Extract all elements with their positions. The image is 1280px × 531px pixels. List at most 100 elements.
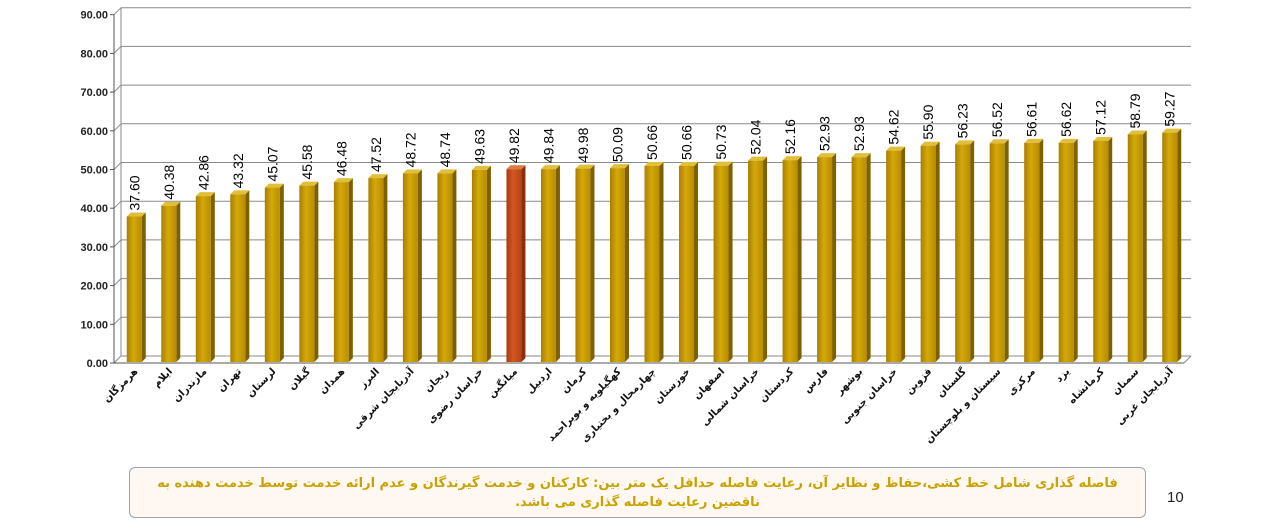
category-label: مازندران — [171, 366, 209, 404]
bar — [886, 146, 906, 362]
y-tick-label: 60.00 — [80, 126, 108, 138]
bar-side — [1073, 138, 1078, 362]
bar-top — [368, 174, 388, 179]
bar — [748, 156, 768, 362]
gridline-depth — [113, 200, 122, 209]
bar — [1024, 138, 1044, 362]
bar-side — [417, 169, 422, 362]
bar-top — [989, 139, 1009, 144]
bar-side — [694, 161, 699, 362]
bar-top — [195, 192, 215, 197]
bar-top — [1093, 136, 1113, 141]
bar — [1162, 128, 1182, 362]
bar-front — [989, 143, 1005, 362]
value-label: 56.52 — [989, 102, 1005, 137]
bar — [782, 156, 802, 362]
value-label: 56.23 — [955, 103, 971, 138]
bar-side — [659, 161, 664, 362]
bar-front — [368, 178, 384, 362]
y-tick-label: 10.00 — [80, 319, 108, 331]
bar — [920, 141, 940, 362]
value-label: 48.74 — [437, 132, 453, 167]
bar-top — [1058, 138, 1078, 143]
bar-side — [1108, 136, 1113, 362]
gridline-depth — [113, 7, 122, 16]
gridline-depth — [113, 162, 122, 170]
category-label: همدان — [318, 366, 348, 396]
value-label: 50.66 — [644, 125, 660, 160]
gridline-depth — [113, 278, 122, 286]
value-label: 56.62 — [1058, 102, 1074, 137]
y-tick-label: 0.00 — [87, 358, 108, 370]
category-label: هرمزگان — [100, 365, 140, 405]
bar-side — [245, 190, 250, 362]
gridline-depth — [113, 46, 122, 54]
value-label: 50.73 — [713, 124, 729, 159]
value-label: 47.52 — [368, 137, 384, 172]
bar — [989, 139, 1009, 362]
bar-side — [1177, 128, 1182, 362]
category-label: لرستان — [245, 366, 278, 399]
value-label: 48.72 — [402, 132, 418, 167]
bar-front — [299, 185, 315, 362]
category-label: خوزستان — [653, 366, 693, 406]
bar-front — [851, 157, 867, 362]
bar-front — [471, 169, 487, 362]
bar-side — [866, 153, 871, 362]
category-label: زنجان — [423, 366, 451, 394]
bar-front — [575, 168, 591, 362]
bar-front — [540, 169, 556, 362]
bar-side — [348, 178, 353, 362]
bar — [230, 190, 250, 362]
value-label: 59.27 — [1162, 91, 1178, 126]
bar-top — [126, 212, 146, 217]
bar-front — [748, 160, 764, 362]
category-label: میانگین — [485, 365, 520, 400]
bar-front — [1024, 142, 1040, 362]
bar — [1058, 138, 1078, 362]
gridline-depth — [113, 355, 122, 364]
y-tick-label: 70.00 — [80, 87, 108, 99]
category-label: فارس — [802, 366, 831, 395]
bar — [195, 192, 215, 362]
bar-front — [506, 169, 522, 362]
bar-front — [264, 187, 280, 362]
bar-top — [886, 146, 906, 151]
bar-side — [452, 169, 457, 362]
bar-top — [161, 201, 181, 206]
bar-front — [1162, 132, 1178, 362]
note-box: فاصله گذاری شامل خط کشی،حفاظ و نظایر آن،… — [129, 467, 1146, 518]
bar-top — [609, 164, 629, 169]
y-tick-label: 40.00 — [80, 203, 108, 215]
value-label: 50.09 — [609, 127, 625, 162]
y-tick-label: 90.00 — [80, 10, 108, 22]
floor-edge — [1183, 355, 1192, 364]
bar-front — [402, 173, 418, 362]
bar — [851, 153, 871, 362]
gridline-depth — [113, 84, 122, 93]
category-label: ایلام — [151, 366, 174, 389]
bar-top — [817, 153, 837, 158]
value-label: 46.48 — [333, 141, 349, 176]
page-number: 10 — [1167, 489, 1184, 506]
bar — [955, 140, 975, 362]
value-label: 52.04 — [748, 119, 764, 154]
value-label: 43.32 — [230, 153, 246, 188]
value-label: 58.79 — [1127, 93, 1143, 128]
value-label: 55.90 — [920, 104, 936, 139]
bar-front — [920, 145, 936, 362]
bar-top — [575, 164, 595, 169]
category-label: کرمان — [560, 366, 589, 395]
category-label: تهران — [216, 366, 244, 394]
note-text: فاصله گذاری شامل خط کشی،حفاظ و نظایر آن،… — [157, 476, 1118, 510]
bar-side — [1004, 139, 1009, 362]
bar — [299, 181, 319, 362]
bar-front — [230, 194, 246, 362]
category-label: گلستان — [934, 365, 969, 400]
bar-side — [935, 141, 940, 362]
y-tick-label: 50.00 — [80, 165, 108, 177]
gridline-depth — [113, 123, 122, 132]
bar-top — [1127, 130, 1147, 135]
bar — [126, 212, 146, 362]
